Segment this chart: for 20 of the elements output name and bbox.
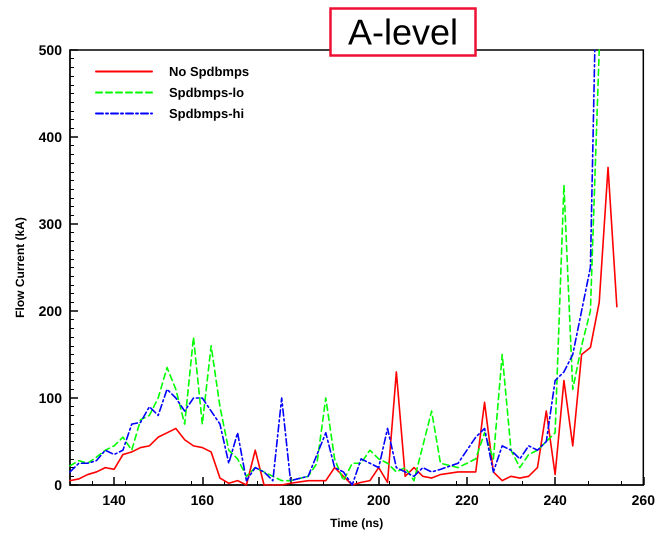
x-tick-label: 140 — [102, 492, 126, 508]
legend-label: No Spdbmps — [169, 64, 250, 79]
x-tick-label: 240 — [543, 492, 568, 508]
line-series — [69, 166, 618, 486]
y-axis-title: Flow Current (kA) — [13, 217, 27, 318]
y-tick-label: 400 — [38, 129, 62, 145]
chart-title: A-level — [348, 12, 458, 52]
x-axis-title: Time (ns) — [330, 516, 384, 530]
x-tick-label: 220 — [455, 492, 479, 508]
x-tick-label: 180 — [278, 492, 302, 508]
y-tick-label: 300 — [38, 216, 62, 232]
y-tick-label: 200 — [38, 303, 62, 319]
y-tick-label: 0 — [54, 477, 62, 493]
legend-label: Spdbmps-lo — [169, 85, 244, 100]
y-tick-label: 100 — [38, 390, 62, 406]
legend-label: Spdbmps-hi — [169, 106, 244, 121]
x-tick-label: 160 — [190, 492, 214, 508]
y-tick-label: 500 — [38, 42, 62, 58]
x-tick-label: 200 — [367, 492, 391, 508]
x-tick-label: 260 — [632, 492, 656, 508]
